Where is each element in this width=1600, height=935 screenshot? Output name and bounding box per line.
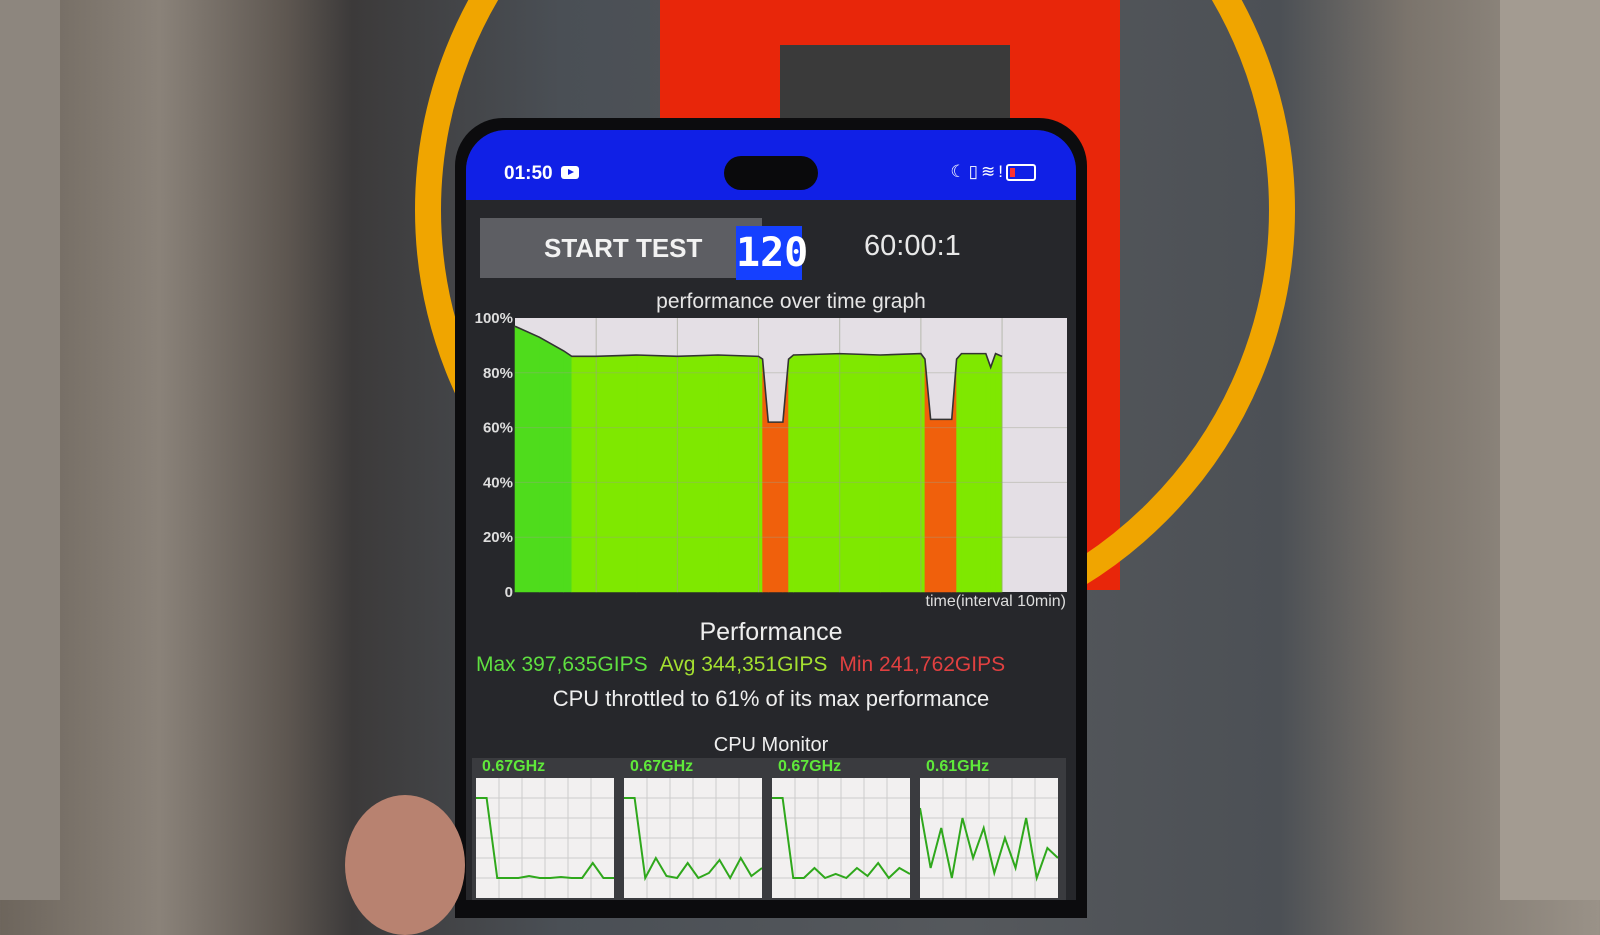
performance-area-segment bbox=[995, 353, 1003, 593]
core-load-graph bbox=[476, 778, 614, 898]
y-tick-label: 20% bbox=[483, 529, 513, 546]
vibrate-icon: ▯ bbox=[968, 162, 982, 181]
performance-area-segment bbox=[677, 354, 719, 593]
avg-gips: Avg 344,351GIPS bbox=[659, 653, 828, 676]
performance-graph: 0 20% 40% 60% 80% 100% bbox=[475, 310, 1067, 598]
max-gips: Max 397,635GIPS bbox=[476, 653, 648, 676]
performance-area-segment bbox=[879, 353, 922, 593]
status-icons: ☾▯≋! bbox=[950, 162, 1036, 182]
youtube-icon bbox=[561, 166, 579, 179]
cpu-core-monitor: 0.61GHz bbox=[916, 758, 1060, 900]
performance-area-segment bbox=[920, 352, 926, 593]
cpu-core-monitor: 0.67GHz bbox=[620, 758, 764, 900]
alert-icon: ! bbox=[998, 162, 1006, 181]
finger bbox=[345, 795, 465, 935]
wall-panel bbox=[0, 0, 60, 900]
core-load-line bbox=[476, 797, 614, 879]
threads-badge[interactable]: 120 bbox=[736, 226, 808, 280]
min-gips: Min 241,762GIPS bbox=[839, 653, 1006, 676]
clock: 01:50 bbox=[504, 163, 553, 184]
core-frequency: 0.61GHz bbox=[926, 758, 990, 775]
core-load-line bbox=[772, 797, 911, 880]
performance-area-segment bbox=[595, 354, 638, 593]
y-tick-label: 100% bbox=[475, 310, 513, 327]
camera-cutout bbox=[724, 156, 818, 190]
core-frequency: 0.67GHz bbox=[630, 758, 694, 775]
y-tick-label: 40% bbox=[483, 474, 513, 491]
start-test-button[interactable]: START TEST bbox=[480, 218, 762, 278]
core-load-line bbox=[624, 797, 763, 882]
graph-title: performance over time graph bbox=[656, 290, 926, 313]
y-tick-label: 0 bbox=[505, 584, 513, 598]
battery-low-icon bbox=[1006, 164, 1036, 182]
performance-stats: Max 397,635GIPS Avg 344,351GIPS Min 241,76… bbox=[476, 653, 1017, 677]
core-frequency: 0.67GHz bbox=[482, 758, 546, 775]
throttle-summary: CPU throttled to 61% of its max performa… bbox=[552, 686, 990, 711]
performance-title: Performance bbox=[699, 618, 843, 646]
performance-area-segment bbox=[758, 355, 763, 593]
performance-area-segment bbox=[985, 353, 991, 593]
cpu-monitor-title: CPU Monitor bbox=[713, 734, 829, 756]
elapsed-timer: 60:00:1 bbox=[864, 230, 961, 262]
performance-area-segment bbox=[839, 353, 881, 593]
performance-area-segment bbox=[961, 353, 987, 593]
wall-panel bbox=[1500, 0, 1600, 900]
wifi-icon: ≋ bbox=[981, 162, 999, 181]
performance-area-segment bbox=[788, 354, 794, 593]
performance-area-segment bbox=[571, 356, 597, 593]
x-axis-label: time(interval 10min) bbox=[925, 593, 1066, 610]
y-tick-label: 80% bbox=[483, 365, 513, 382]
cpu-cores: 0.67GHz 0.67GHz 0.67GHz 0.61GHz bbox=[472, 758, 1066, 900]
y-tick-label: 60% bbox=[483, 420, 513, 437]
core-frequency: 0.67GHz bbox=[778, 758, 842, 775]
moon-icon: ☾ bbox=[950, 162, 969, 181]
core-load-graph bbox=[624, 778, 763, 898]
core-load-graph bbox=[919, 778, 1059, 898]
performance-area-segment bbox=[767, 421, 784, 593]
performance-area-segment bbox=[539, 336, 565, 593]
performance-area-segment bbox=[636, 354, 678, 593]
performance-area-segment bbox=[563, 350, 573, 593]
status-bar: 01:50 ☾▯≋! bbox=[466, 130, 1076, 200]
cpu-core-monitor: 0.67GHz bbox=[768, 758, 912, 900]
cpu-core-monitor: 0.67GHz bbox=[472, 758, 616, 900]
phone-screen: 01:50 ☾▯≋! START TEST 120 60:00:1 perfor… bbox=[466, 130, 1076, 900]
performance-area-segment bbox=[514, 325, 540, 593]
performance-area-segment bbox=[930, 419, 953, 593]
performance-area-segment bbox=[717, 354, 759, 593]
core-load-line bbox=[919, 807, 1059, 882]
performance-area-segment bbox=[990, 353, 996, 593]
performance-line bbox=[514, 325, 1003, 423]
core-load-graph bbox=[772, 778, 911, 898]
performance-area-segment bbox=[956, 352, 962, 593]
performance-area-segment bbox=[793, 353, 841, 593]
